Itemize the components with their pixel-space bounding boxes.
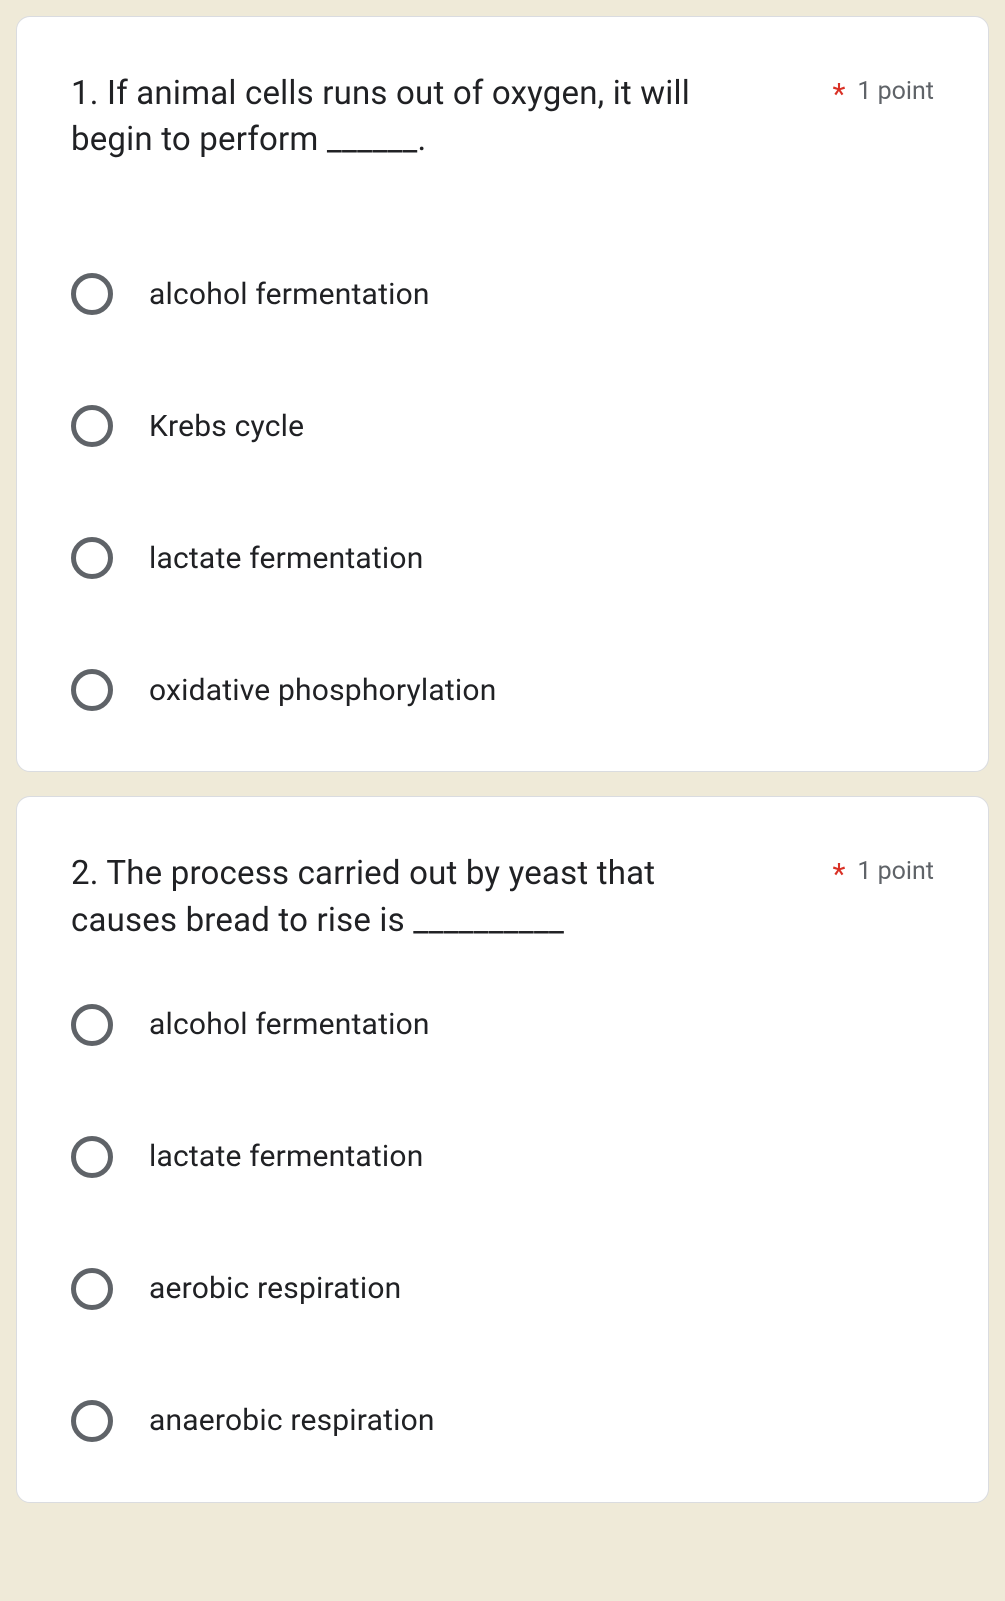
question-prompt: If animal cells runs out of oxygen, it w…	[71, 74, 690, 159]
option-label: aerobic respiration	[149, 1271, 401, 1306]
required-asterisk: *	[832, 857, 845, 892]
option-label: alcohol fermentation	[149, 277, 430, 312]
radio-icon	[71, 1400, 113, 1442]
option-alcohol-fermentation[interactable]: alcohol fermentation	[71, 1004, 934, 1046]
question-meta: * 1 point	[832, 851, 934, 892]
option-lactate-fermentation[interactable]: lactate fermentation	[71, 537, 934, 579]
points-label: 1 point	[857, 77, 934, 106]
option-label: alcohol fermentation	[149, 1007, 430, 1042]
option-krebs-cycle[interactable]: Krebs cycle	[71, 405, 934, 447]
option-lactate-fermentation[interactable]: lactate fermentation	[71, 1136, 934, 1178]
question-card-2: 2. The process carried out by yeast that…	[16, 796, 989, 1502]
radio-icon	[71, 273, 113, 315]
question-number: 2.	[71, 854, 106, 893]
radio-icon	[71, 1004, 113, 1046]
options-group: alcohol fermentation lactate fermentatio…	[71, 1004, 934, 1442]
option-label: anaerobic respiration	[149, 1403, 435, 1438]
option-alcohol-fermentation[interactable]: alcohol fermentation	[71, 273, 934, 315]
radio-icon	[71, 537, 113, 579]
question-header: 2. The process carried out by yeast that…	[71, 851, 934, 943]
option-anaerobic-respiration[interactable]: anaerobic respiration	[71, 1400, 934, 1442]
radio-icon	[71, 1268, 113, 1310]
radio-icon	[71, 405, 113, 447]
radio-icon	[71, 1136, 113, 1178]
question-text: 1. If animal cells runs out of oxygen, i…	[71, 71, 691, 163]
options-group: alcohol fermentation Krebs cycle lactate…	[71, 273, 934, 711]
option-label: lactate fermentation	[149, 541, 423, 576]
radio-icon	[71, 669, 113, 711]
question-card-1: 1. If animal cells runs out of oxygen, i…	[16, 16, 989, 772]
option-label: oxidative phosphorylation	[149, 673, 496, 708]
question-header: 1. If animal cells runs out of oxygen, i…	[71, 71, 934, 163]
question-number: 1.	[71, 74, 107, 113]
question-prompt: The process carried out by yeast that ca…	[71, 854, 655, 939]
option-oxidative-phosphorylation[interactable]: oxidative phosphorylation	[71, 669, 934, 711]
question-text: 2. The process carried out by yeast that…	[71, 851, 691, 943]
points-label: 1 point	[857, 857, 934, 886]
option-label: Krebs cycle	[149, 409, 304, 444]
required-asterisk: *	[832, 77, 845, 112]
option-label: lactate fermentation	[149, 1139, 423, 1174]
option-aerobic-respiration[interactable]: aerobic respiration	[71, 1268, 934, 1310]
question-meta: * 1 point	[832, 71, 934, 112]
